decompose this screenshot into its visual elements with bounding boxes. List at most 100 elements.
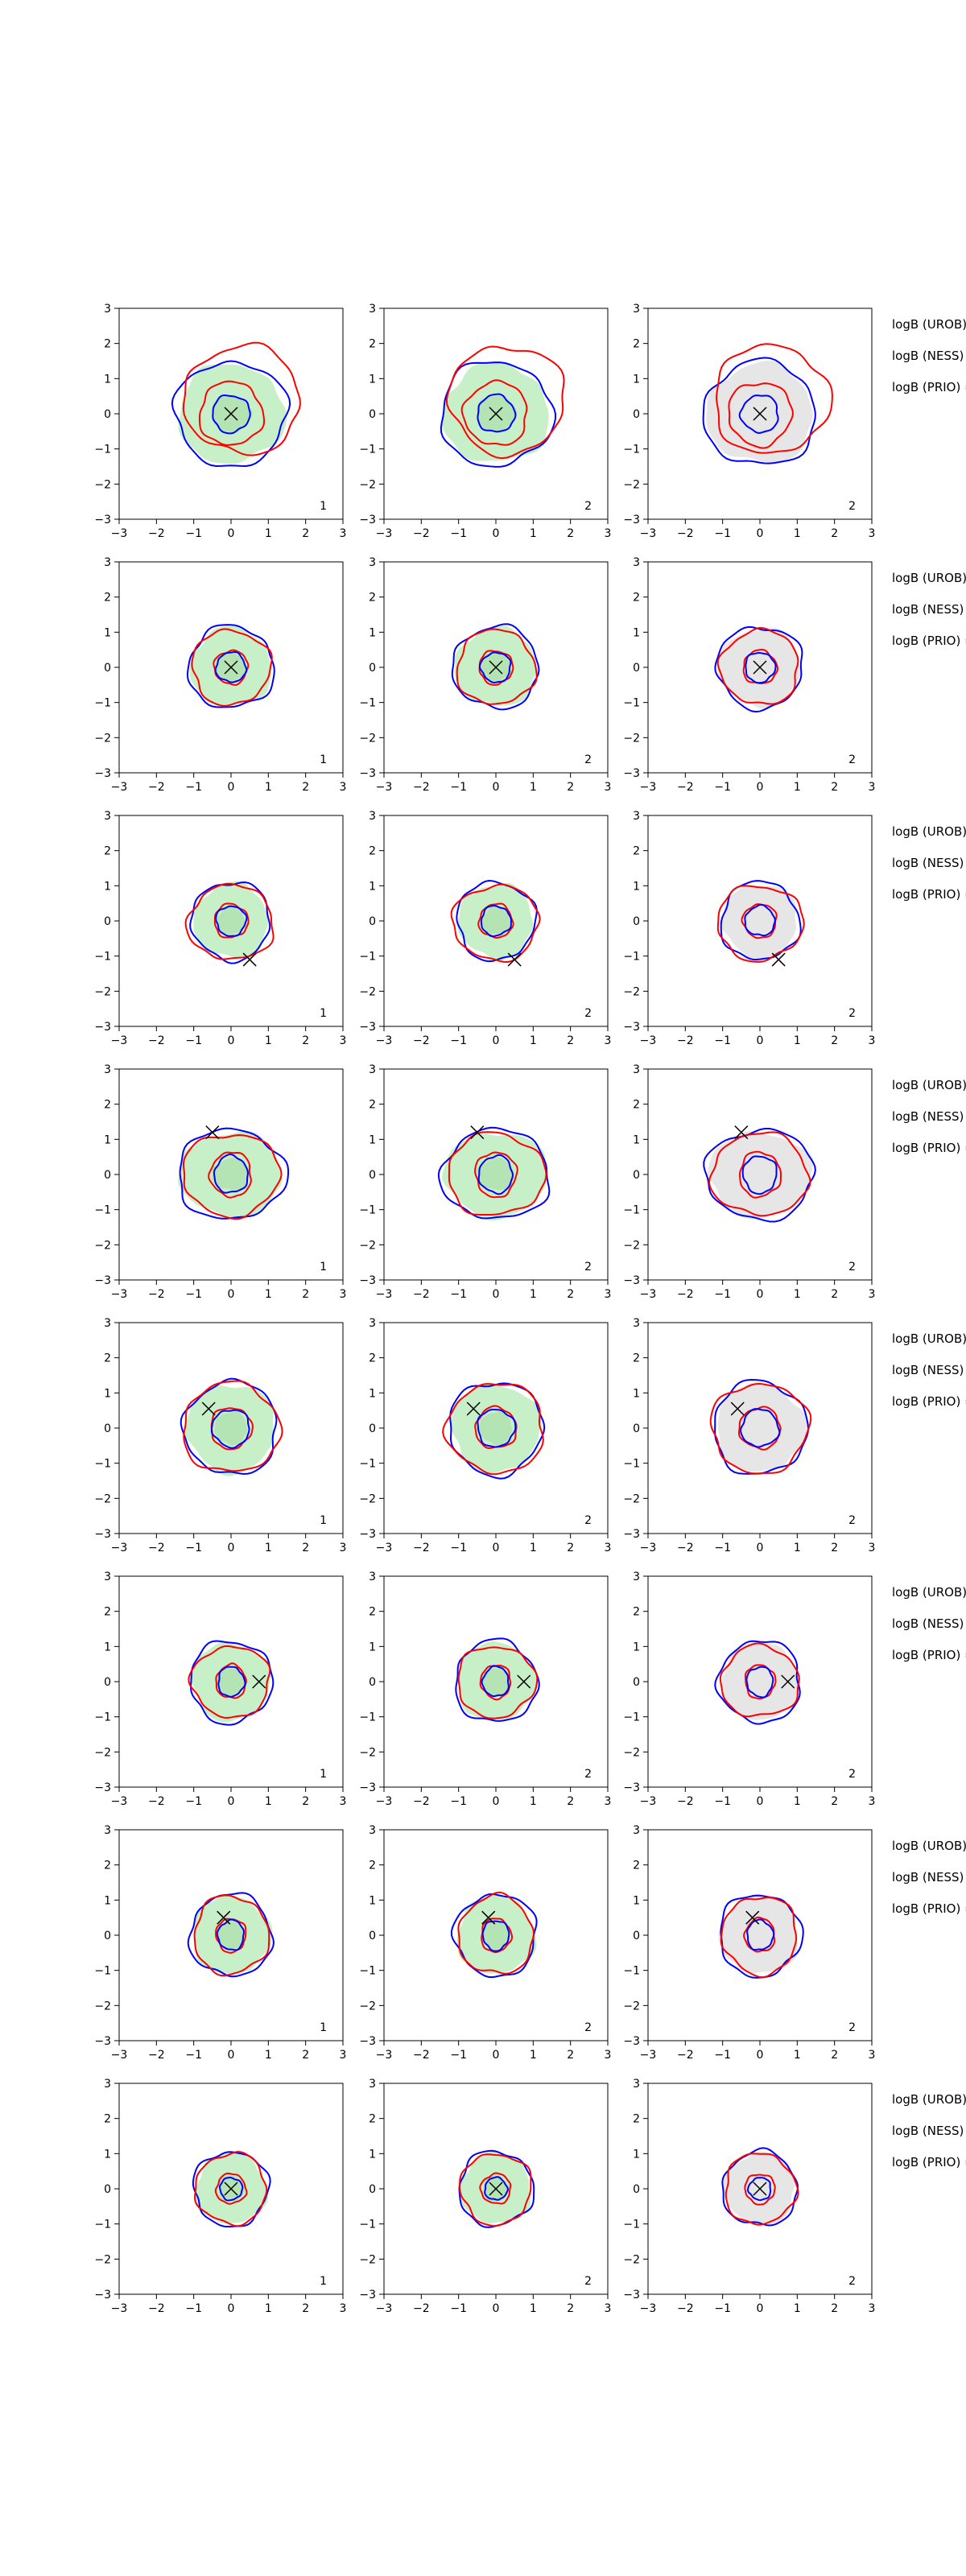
y-tick-label: 0	[369, 1676, 376, 1689]
true-value-marker	[781, 1674, 795, 1689]
x-tick-label: 0	[228, 1288, 235, 1301]
y-tick-label: 1	[104, 626, 111, 639]
x-tick-label: −1	[714, 1542, 731, 1554]
y-tick-label: 3	[104, 2078, 111, 2091]
true-value-marker	[242, 952, 257, 967]
x-tick-label: 3	[869, 1034, 876, 1047]
y-tick-label: −1	[94, 1458, 111, 1471]
x-tick-label: 3	[340, 527, 347, 540]
x-tick-label: 2	[302, 1288, 309, 1301]
y-tick-label: 3	[633, 556, 640, 569]
x-tick-label: −1	[185, 1034, 202, 1047]
y-tick-label: 0	[633, 1169, 640, 1182]
x-tick-label: 3	[869, 527, 876, 540]
x-tick-label: −3	[640, 1795, 657, 1808]
contour-blue-1	[179, 1127, 290, 1220]
x-tick-label: −1	[714, 2302, 731, 2315]
y-tick-label: 0	[633, 408, 640, 421]
x-tick-label: −2	[677, 781, 694, 794]
x-tick-label: 0	[757, 1795, 764, 1808]
true-value-marker	[481, 1910, 496, 1925]
x-tick-label: 1	[530, 1542, 537, 1554]
y-tick-label: 1	[633, 626, 640, 639]
x-tick-label: −1	[450, 1795, 467, 1808]
contour-blue-4	[477, 1154, 514, 1195]
x-tick-label: 0	[757, 2302, 764, 2315]
x-tick-label: 1	[265, 1542, 272, 1554]
y-tick-label: −1	[623, 1965, 640, 1978]
panel-index-label: 2	[848, 2275, 856, 2288]
contour-red-3	[215, 1662, 247, 1699]
contour-blue-4	[484, 2176, 509, 2201]
contour-red-2	[448, 1131, 547, 1216]
y-tick-label: 0	[633, 662, 640, 675]
contour-red-3	[479, 2172, 512, 2205]
y-tick-label: −1	[359, 1458, 376, 1471]
contour-red-2	[457, 1646, 539, 1719]
x-tick-label: −1	[714, 1795, 731, 1808]
y-tick-label: −2	[359, 732, 376, 745]
y-tick-label: −2	[623, 732, 640, 745]
y-tick-label: 3	[369, 1317, 376, 1330]
x-tick-label: 0	[493, 1795, 500, 1808]
x-tick-label: 1	[794, 527, 801, 540]
y-tick-label: −1	[623, 951, 640, 964]
x-tick-label: −2	[148, 1034, 165, 1047]
x-tick-label: −2	[148, 527, 165, 540]
x-tick-label: −1	[185, 1288, 202, 1301]
x-tick-label: −3	[640, 527, 657, 540]
y-tick-label: 1	[633, 1894, 640, 1907]
y-tick-label: −2	[623, 1746, 640, 1759]
row-annotation-3: logB (PRIO) =	[892, 1648, 966, 1662]
y-tick-label: −3	[623, 1274, 640, 1287]
contour-red-2	[445, 345, 565, 460]
x-tick-label: 0	[493, 1542, 500, 1554]
density-fill-core	[481, 1667, 510, 1698]
panel-r6-c2: −3 −2 −1 0 1 2 3 −3 −2 −1 0 1 2 3 2	[359, 1571, 611, 1808]
x-tick-label: −1	[714, 781, 731, 794]
density-fill-core	[212, 1158, 250, 1191]
x-tick-label: 1	[530, 1795, 537, 1808]
y-tick-label: −1	[359, 1204, 376, 1217]
true-value-marker	[753, 407, 767, 421]
x-tick-label: 2	[831, 2049, 838, 2062]
y-tick-label: 0	[369, 915, 376, 928]
true-value-marker	[753, 2182, 767, 2196]
y-tick-label: 2	[104, 1606, 111, 1619]
contour-blue-4	[477, 393, 517, 433]
y-tick-label: 1	[104, 880, 111, 893]
x-tick-label: 0	[757, 1542, 764, 1554]
x-tick-label: 1	[265, 2049, 272, 2062]
panel-r3-c2: −3 −2 −1 0 1 2 3 −3 −2 −1 0 1 2 3 2	[359, 810, 611, 1047]
y-tick-label: 2	[633, 1860, 640, 1872]
y-tick-label: 3	[104, 810, 111, 823]
x-tick-label: −1	[185, 527, 202, 540]
y-tick-label: 1	[369, 1894, 376, 1907]
contour-red-3	[477, 902, 514, 939]
y-tick-label: −1	[359, 2219, 376, 2231]
y-tick-label: 1	[369, 1387, 376, 1400]
y-tick-label: −2	[359, 1492, 376, 1505]
contour-blue-1	[714, 625, 803, 713]
x-tick-label: −1	[185, 781, 202, 794]
row-annotation-2: logB (NESS) =	[892, 1109, 966, 1124]
contour-red-3	[208, 1151, 252, 1199]
x-tick-label: 2	[302, 1034, 309, 1047]
panel-index-label: 2	[584, 500, 592, 513]
density-fill-core	[216, 1667, 246, 1698]
contour-blue-1	[187, 1892, 275, 1978]
panel-r4-c2: −3 −2 −1 0 1 2 3 −3 −2 −1 0 1 2 3 2	[359, 1063, 611, 1301]
x-tick-label: 3	[605, 1542, 612, 1554]
x-tick-label: −1	[450, 2049, 467, 2062]
y-tick-label: 2	[104, 845, 111, 858]
panel-r1-c3: −3 −2 −1 0 1 2 3 −3 −2 −1 0 1 2 3 2	[623, 303, 875, 540]
contour-red-2	[716, 626, 799, 705]
y-tick-label: 0	[633, 915, 640, 928]
contour-red-2	[459, 2153, 532, 2227]
y-tick-label: −2	[359, 2253, 376, 2266]
y-tick-label: 0	[633, 1930, 640, 1942]
x-tick-label: −2	[677, 1542, 694, 1554]
panel-index-label: 1	[320, 500, 327, 513]
y-tick-label: −1	[359, 1965, 376, 1978]
